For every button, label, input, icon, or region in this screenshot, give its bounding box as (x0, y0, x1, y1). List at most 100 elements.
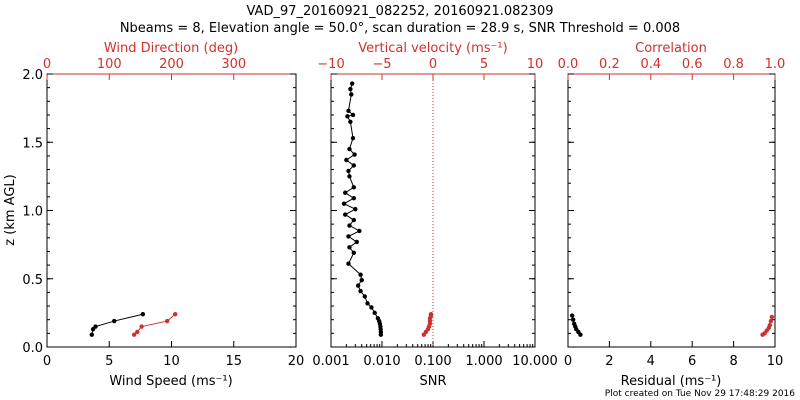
snr-snr-point (346, 108, 351, 114)
snr-snr-point (358, 288, 363, 294)
snr-snr-point (346, 234, 351, 239)
snr-bottom-tick-label: 0.010 (363, 354, 400, 369)
snr-snr-point (347, 223, 352, 228)
snr-snr-point (353, 206, 358, 212)
y-tick-label: 0.5 (22, 273, 43, 288)
snr-snr-point (347, 146, 352, 152)
snr-snr-point (350, 135, 356, 141)
y-tick-label: 1.5 (22, 136, 43, 151)
wind-speed-axis-title: Wind Speed (ms⁻¹) (109, 374, 232, 389)
snr-snr-point (351, 250, 357, 256)
snr-bottom-tick-label: 10.000 (512, 354, 558, 369)
wind-wind-direction-point (131, 332, 137, 337)
snr-top-tick-label: 10 (527, 57, 544, 72)
wind-wind-speed-point (93, 324, 98, 329)
res-top-tick-label: 1.0 (765, 57, 786, 72)
residual-axis-title: Residual (ms⁻¹) (621, 374, 722, 389)
snr-snr-point (344, 157, 349, 163)
wind-top-tick-label: 0 (43, 57, 51, 72)
wind-wind-direction-point (173, 312, 178, 317)
snr-snr-point (345, 114, 350, 119)
vertical-velocity-axis-title: Vertical velocity (ms⁻¹) (358, 41, 507, 56)
panel-residual: 0 2 4 6 8 10 0.0 0.2 0.4 0.6 0.8 1.0 (558, 57, 786, 369)
snr-snr-point (349, 92, 354, 97)
plot-footer: Plot created on Tue Nov 29 17:48:29 2016 (605, 389, 795, 399)
snr-snr-point (349, 81, 355, 86)
y-axis-title: z (km AGL) (3, 174, 18, 245)
res-top-tick-label: 0.0 (558, 57, 579, 72)
snr-snr-point (354, 239, 359, 245)
res-bottom-tick-label: 10 (767, 354, 784, 369)
snr-snr-point (358, 272, 363, 277)
snr-snr-point (351, 185, 357, 190)
correlation-axis-title: Correlation (635, 41, 707, 56)
snr-top-tick-label: 0 (429, 57, 437, 72)
res-bottom-tick-label: 8 (729, 354, 737, 369)
wind-top-tick-label: 200 (159, 57, 184, 72)
snr-snr-point (352, 152, 357, 157)
panel-snr-frame (330, 73, 536, 348)
res-bottom-tick-label: 4 (647, 354, 655, 369)
wind-top-tick-label: 100 (97, 57, 122, 72)
wind-bottom-tick-label: 5 (105, 354, 113, 369)
snr-vertical-velocity-point (428, 312, 434, 317)
snr-snr-point (343, 190, 348, 195)
snr-snr-point (365, 301, 370, 306)
snr-snr-point (351, 217, 357, 223)
snr-snr-point (350, 112, 356, 118)
snr-snr-point (346, 261, 351, 266)
snr-snr-point (346, 168, 351, 174)
wind-top-tick-label: 300 (221, 57, 246, 72)
res-correlation-point (767, 322, 773, 328)
wind-bottom-tick-label: 15 (225, 354, 242, 369)
res-bottom-tick-label: 6 (688, 354, 696, 369)
wind-wind-direction-line (133, 313, 176, 336)
res-correlation-point (769, 314, 775, 320)
wind-direction-axis-title: Wind Direction (deg) (104, 41, 238, 56)
snr-snr-point (351, 163, 357, 168)
snr-snr-point (375, 316, 381, 321)
res-bottom-tick-label: 0 (564, 354, 572, 369)
wind-bottom-tick-label: 10 (163, 354, 180, 369)
res-top-tick-label: 0.6 (682, 57, 703, 72)
snr-snr-point (347, 245, 352, 250)
snr-snr-point (347, 174, 352, 179)
res-top-tick-label: 0.2 (599, 57, 620, 72)
wind-wind-direction-point (135, 329, 140, 335)
snr-snr-point (357, 228, 362, 234)
wind-wind-speed-point (112, 318, 117, 324)
res-top-tick-label: 0.8 (723, 57, 744, 72)
snr-axis-title: SNR (419, 374, 446, 389)
y-tick-label: 1.0 (22, 205, 43, 220)
wind-bottom-tick-label: 0 (43, 354, 51, 369)
snr-snr-point (372, 310, 377, 316)
res-top-tick-label: 0.4 (640, 57, 661, 72)
wind-wind-direction-point (164, 318, 170, 324)
snr-snr-point (343, 212, 348, 217)
snr-snr-point (348, 119, 353, 124)
snr-snr-point (341, 201, 347, 206)
title-line-1: VAD_97_20160921_082252, 20160921.082309 (247, 4, 554, 19)
wind-bottom-tick-label: 20 (288, 354, 305, 369)
snr-bottom-tick-label: 1.000 (465, 354, 502, 369)
snr-snr-point (369, 305, 374, 310)
panel-snr: 0.001 0.010 0.100 1.000 10.000 −10 −5 0 5 10 (312, 57, 557, 369)
res-residual-point (569, 313, 575, 318)
snr-snr-point (359, 277, 364, 283)
res-residual-point (572, 321, 577, 326)
snr-snr-point (362, 294, 368, 299)
res-correlation-point (768, 318, 774, 324)
wind-wind-speed-point (140, 312, 146, 317)
snr-top-tick-label: −10 (317, 57, 344, 72)
panel-wind-frame (46, 73, 297, 348)
res-residual-point (570, 317, 576, 322)
snr-snr-point (355, 283, 361, 288)
wind-wind-direction-point (139, 324, 144, 329)
snr-bottom-tick-label: 0.001 (312, 354, 349, 369)
snr-bottom-tick-label: 0.100 (414, 354, 451, 369)
snr-snr-point (351, 196, 357, 201)
y-tick-label: 0.0 (22, 341, 43, 356)
y-tick-label: 2.0 (22, 68, 43, 83)
